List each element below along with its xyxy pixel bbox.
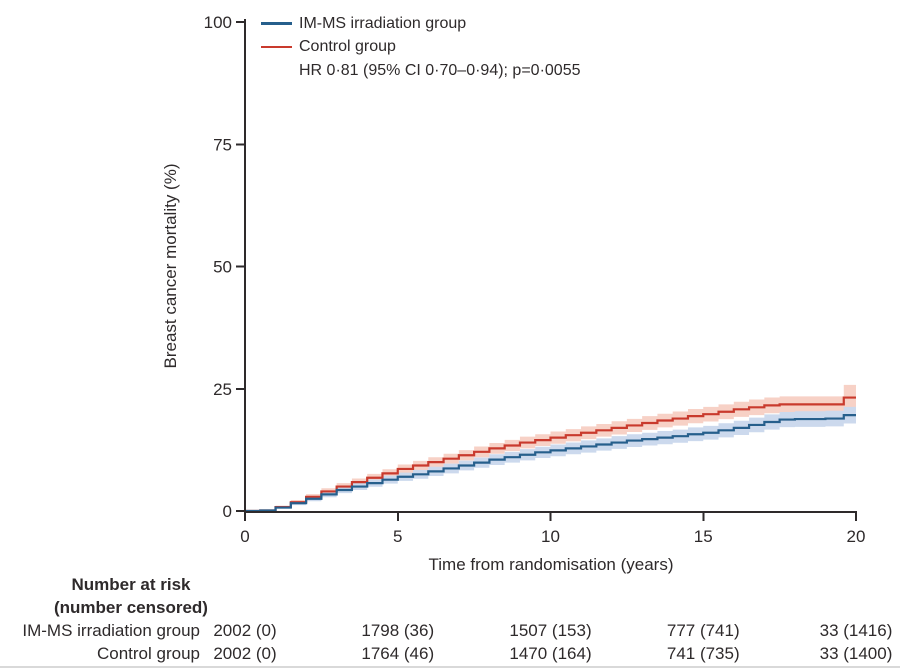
risk-value: 1470 (164): [509, 644, 592, 663]
y-tick-label: 100: [204, 13, 232, 32]
x-tick-label: 10: [541, 527, 560, 546]
y-tick-label: 0: [223, 502, 232, 521]
risk-value: 1764 (46): [361, 644, 435, 663]
y-tick-label: 75: [213, 135, 232, 154]
y-tick-label: 25: [213, 380, 232, 399]
risk-value: 33 (1400): [819, 644, 893, 663]
x-axis-title: Time from randomisation (years): [428, 555, 674, 574]
x-tick-label: 5: [393, 527, 402, 546]
risk-value: 1798 (36): [361, 621, 435, 640]
y-tick-label: 50: [213, 258, 232, 277]
legend-label-control: Control group: [299, 38, 396, 56]
survival-curve-control: [245, 396, 856, 513]
x-tick-label: 20: [847, 527, 866, 546]
legend-label-imms: IM-MS irradiation group: [299, 15, 467, 32]
risk-table-header-line2: (number censored): [54, 598, 208, 617]
hr-annotation: HR 0·81 (95% CI 0·70–0·94); p=0·0055: [299, 61, 581, 79]
legend-item-control: Control group: [261, 35, 581, 58]
risk-value: 777 (741): [666, 621, 740, 640]
chart-legend: IM-MS irradiation group Control group HR…: [261, 12, 581, 82]
risk-value: 2002 (0): [213, 621, 277, 640]
survival-curve-imms: [245, 414, 856, 513]
risk-value: 33 (1416): [819, 621, 893, 640]
risk-table-header-line1: Number at risk: [71, 575, 191, 594]
risk-value: 741 (735): [666, 644, 740, 663]
x-tick-label: 0: [240, 527, 249, 546]
risk-value: 2002 (0): [213, 644, 277, 663]
imms-line-swatch-icon: [261, 22, 292, 25]
risk-row-label-imms: IM-MS irradiation group: [22, 621, 200, 640]
risk-value: 1507 (153): [509, 621, 592, 640]
x-tick-label: 15: [694, 527, 713, 546]
risk-row-label-control: Control group: [96, 644, 200, 663]
legend-item-imms: IM-MS irradiation group: [261, 12, 581, 35]
control-line-swatch-icon: [261, 45, 292, 49]
